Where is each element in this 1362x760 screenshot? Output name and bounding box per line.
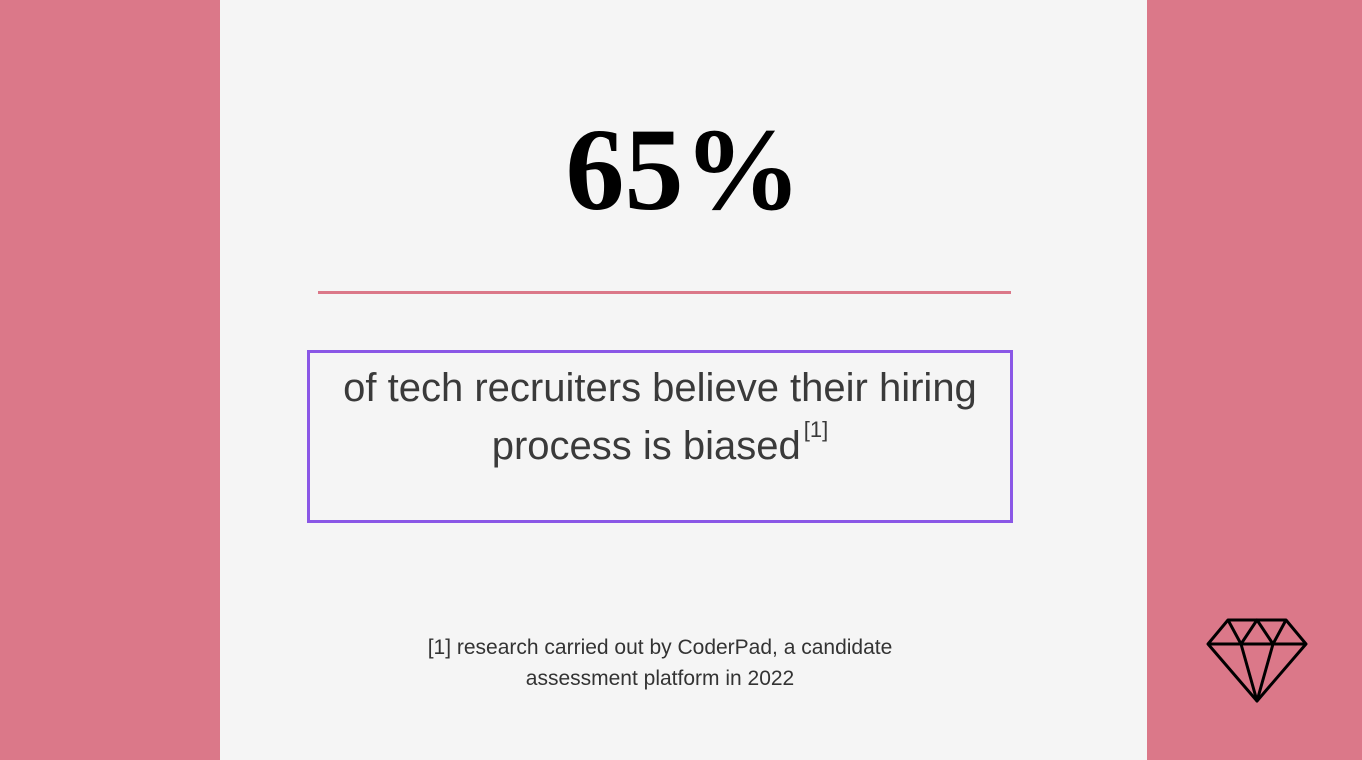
citation: [1] [803, 417, 829, 442]
diamond-icon [1206, 618, 1308, 703]
divider [318, 291, 1011, 294]
statement-text: of tech recruiters believe their hiring … [343, 366, 977, 468]
stat: 65% [565, 104, 802, 235]
footnote: [1] research carried out by CoderPad, a … [427, 636, 893, 690]
statement: of tech recruiters believe their hiring … [340, 359, 980, 475]
content-panel: 65% of tech recruiters believe their hir… [220, 0, 1147, 760]
statement-box[interactable]: of tech recruiters believe their hiring … [307, 350, 1013, 523]
